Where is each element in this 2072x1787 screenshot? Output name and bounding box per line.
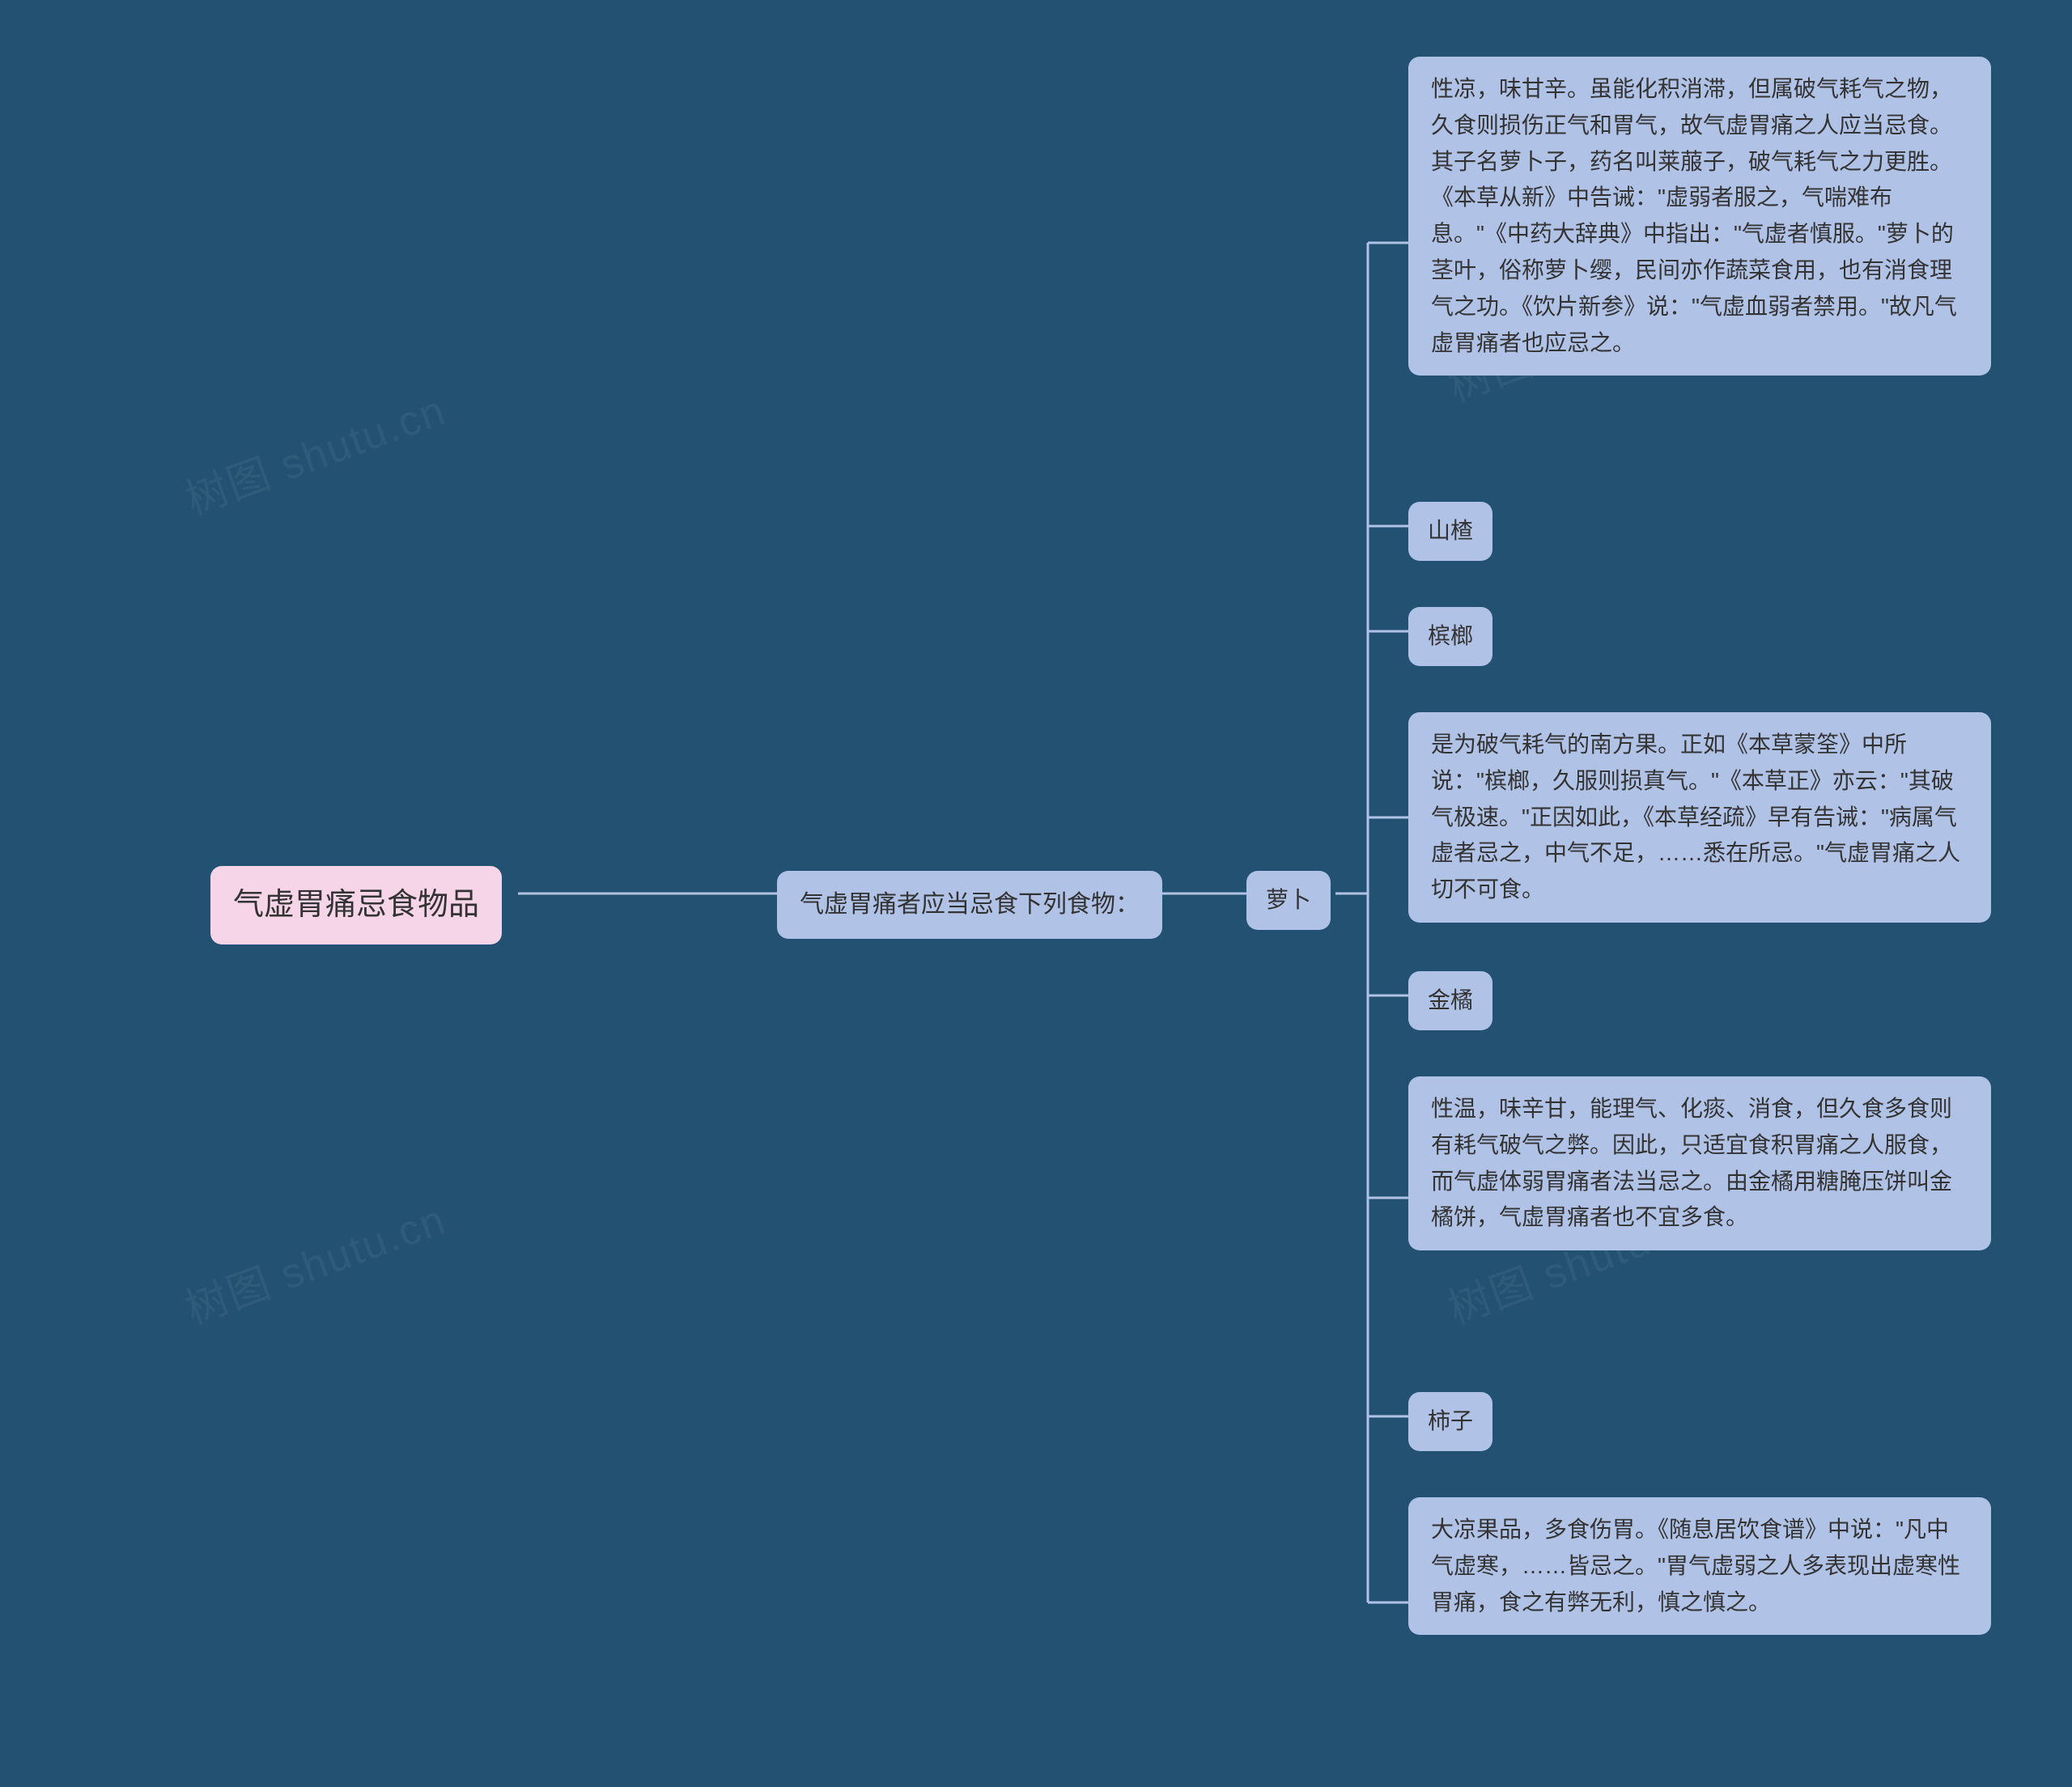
root-node: 气虚胃痛忌食物品 [210, 866, 502, 944]
watermark: 树图 shutu.cn [176, 376, 452, 527]
item-node-binglang: 槟榔 [1408, 607, 1492, 666]
watermark: 树图 shutu.cn [176, 1186, 452, 1336]
item-node-shanzha: 山楂 [1408, 502, 1492, 561]
desc-node-6: 性温，味辛甘，能理气、化痰、消食，但久食多食则有耗气破气之弊。因此，只适宜食积胃… [1408, 1076, 1991, 1250]
desc-node-4: 是为破气耗气的南方果。正如《本草蒙筌》中所说："槟榔，久服则损真气。"《本草正》… [1408, 712, 1991, 923]
item-node-jinju: 金橘 [1408, 971, 1492, 1030]
desc-node-8: 大凉果品，多食伤胃。《随息居饮食谱》中说："凡中气虚寒，……皆忌之。"胃气虚弱之… [1408, 1497, 1991, 1635]
item-node-shizi: 柿子 [1408, 1392, 1492, 1451]
desc-node-1: 性凉，味甘辛。虽能化积消滞，但属破气耗气之物，久食则损伤正气和胃气，故气虚胃痛之… [1408, 57, 1991, 376]
level2-node: 气虚胃痛者应当忌食下列食物： [777, 871, 1162, 939]
level3-node: 萝卜 [1246, 871, 1331, 930]
